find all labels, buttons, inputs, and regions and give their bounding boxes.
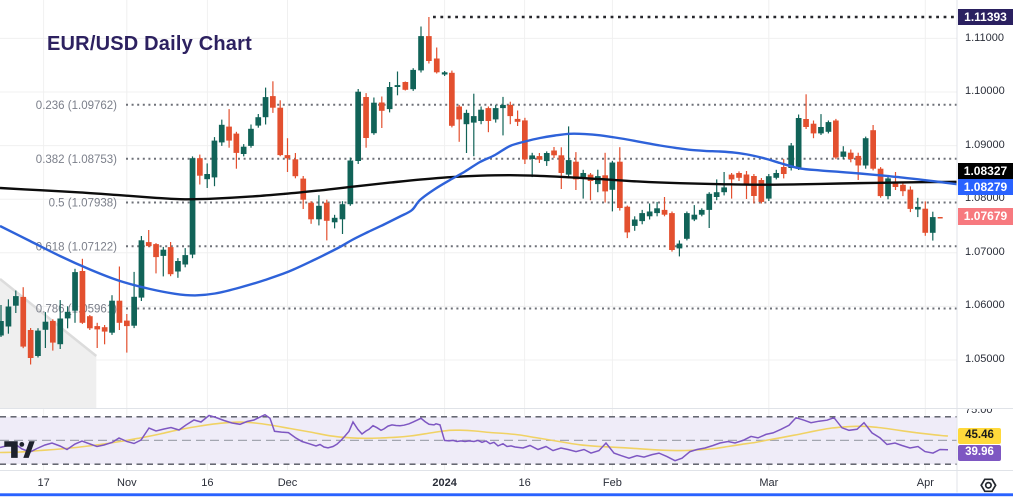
svg-text:0.618 (1.07122): 0.618 (1.07122) [36,241,117,253]
svg-text:0.382 (1.08753): 0.382 (1.08753) [36,154,117,166]
svg-text:0.5 (1.07938): 0.5 (1.07938) [49,198,118,210]
svg-text:0.236 (1.09762): 0.236 (1.09762) [36,100,117,112]
